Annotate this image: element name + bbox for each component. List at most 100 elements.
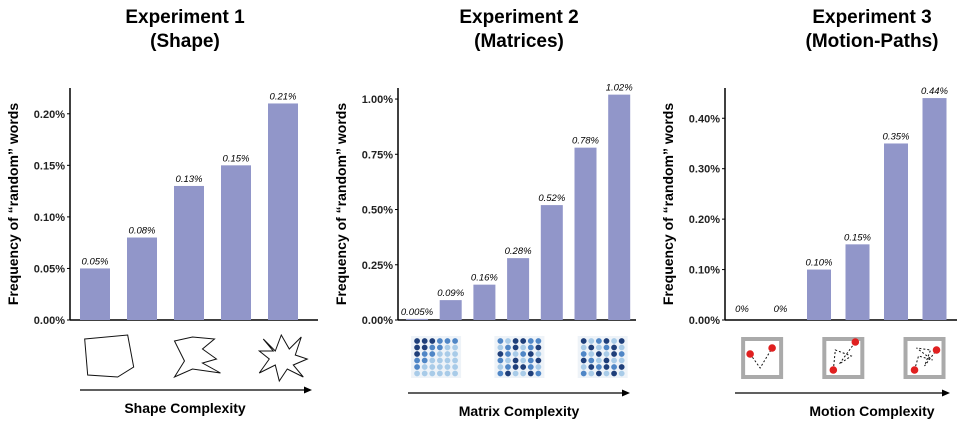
matrix-dot <box>535 344 542 351</box>
matrix-dot <box>535 364 542 370</box>
arrow-head-icon <box>942 389 950 397</box>
matrix-dot <box>512 357 519 364</box>
matrix-dot <box>595 370 602 377</box>
matrix-dot <box>535 357 542 364</box>
y-tick-label: 0.10% <box>34 212 65 224</box>
matrix-dot <box>452 351 458 357</box>
matrix-dot <box>512 344 519 351</box>
matrix-dot <box>436 338 443 344</box>
data-label: 0.13% <box>176 174 203 185</box>
matrix-dot <box>505 370 511 377</box>
matrix-icon <box>411 336 462 378</box>
bar <box>268 103 298 320</box>
y-axis-label: Frequency of “random” words <box>5 103 21 305</box>
motion-path-line <box>832 341 856 371</box>
data-label: 0.21% <box>270 91 297 102</box>
matrix-dot <box>535 338 542 344</box>
matrix-dot <box>421 344 428 351</box>
motion-start-dot <box>829 366 838 374</box>
matrix-dot <box>588 351 595 357</box>
matrix-dot <box>520 338 527 344</box>
y-axis-label: Frequency of “random” words <box>333 103 349 305</box>
chart-panel-1: Experiment 1 (Shape) Frequency of “random”… <box>5 7 318 416</box>
bar <box>922 98 947 320</box>
arrow-head-icon <box>304 386 312 394</box>
data-label: 0.44% <box>921 86 948 97</box>
matrix-dot <box>512 364 519 370</box>
matrix-dot <box>595 357 602 364</box>
matrix-dot <box>497 344 504 351</box>
matrix-dot <box>520 351 527 357</box>
matrix-dot <box>429 370 436 377</box>
matrix-dot <box>611 344 617 351</box>
matrix-dot <box>611 364 617 370</box>
bar <box>221 165 251 320</box>
matrix-dot <box>512 351 519 357</box>
matrix-dot <box>580 357 587 364</box>
matrix-dot <box>618 370 625 377</box>
matrix-dot <box>497 357 504 364</box>
matrix-dot <box>436 364 443 370</box>
bar <box>807 269 831 320</box>
matrix-dot <box>421 357 428 364</box>
data-label: 0.15% <box>844 232 871 243</box>
y-tick-label: 0.10% <box>689 265 720 277</box>
bar <box>574 147 597 320</box>
y-tick-label: 0.20% <box>34 109 65 121</box>
matrix-dot <box>452 364 458 370</box>
matrix-dot <box>603 351 610 357</box>
matrix-dot <box>588 370 595 377</box>
matrix-dot <box>588 344 595 351</box>
matrix-dot <box>580 338 587 344</box>
bar <box>406 318 428 320</box>
matrix-dot <box>444 370 451 377</box>
matrix-dot <box>421 338 428 344</box>
y-tick-label: 0.05% <box>34 263 65 275</box>
matrix-dot <box>444 351 451 357</box>
matrix-dot <box>429 357 436 364</box>
bar <box>80 268 110 320</box>
matrix-dot <box>497 338 504 344</box>
motion-path-icon <box>903 337 946 379</box>
matrix-dot <box>414 338 420 344</box>
matrix-dot <box>527 338 534 344</box>
x-axis-label: Shape Complexity <box>124 400 246 416</box>
matrix-icon <box>577 336 628 378</box>
matrix-dot <box>505 357 511 364</box>
matrix-dot <box>421 351 428 357</box>
data-label: 0.15% <box>223 153 250 164</box>
matrix-dot <box>603 338 610 344</box>
matrix-dot <box>436 370 443 377</box>
data-label: 0.16% <box>471 273 498 284</box>
matrix-dot <box>505 364 511 370</box>
chart-title: Experiment 1 <box>125 7 245 28</box>
y-tick-label: 0.20% <box>689 214 720 226</box>
matrix-dot <box>414 351 420 357</box>
y-tick-label: 0.00% <box>34 315 65 327</box>
chart-title: (Shape) <box>150 31 220 52</box>
matrix-dot <box>414 370 420 377</box>
data-label: 0.10% <box>806 258 833 269</box>
matrix-dot <box>444 357 451 364</box>
y-tick-label: 0.40% <box>689 113 720 125</box>
bar <box>884 143 908 320</box>
matrix-dot <box>588 338 595 344</box>
matrix-dot <box>595 344 602 351</box>
data-label: 0.28% <box>505 246 532 257</box>
motion-end-dot <box>768 344 776 352</box>
bar <box>845 244 870 320</box>
motion-path-line <box>749 347 773 369</box>
matrix-dot <box>429 364 436 370</box>
motion-end-dot <box>932 346 941 354</box>
matrix-dot <box>452 338 458 344</box>
bar <box>127 237 157 320</box>
matrix-dot <box>603 364 610 370</box>
motion-start-dot <box>746 350 754 358</box>
data-label: 0.005% <box>401 307 434 318</box>
chart-title: (Matrices) <box>474 31 564 52</box>
data-label: 0.09% <box>437 288 464 299</box>
matrix-dot <box>527 364 534 370</box>
matrix-dot <box>497 351 504 357</box>
bar <box>608 94 631 320</box>
